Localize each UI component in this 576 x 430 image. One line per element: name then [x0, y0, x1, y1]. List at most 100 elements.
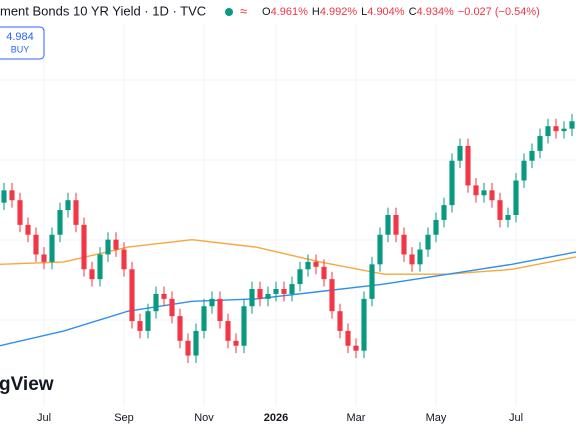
- candle-body: [361, 298, 367, 351]
- candle-body: [25, 224, 31, 235]
- ohlc-header: O 4.961% H 4.992% L 4.904% C 4.934% −0.027 (−0.5…: [262, 6, 540, 18]
- candle-body: [177, 316, 183, 341]
- candle-body: [209, 298, 215, 307]
- ohlc-key: O: [262, 6, 271, 18]
- candle-body: [169, 298, 175, 317]
- candle-body: [57, 210, 63, 235]
- x-tick-label: Jul: [509, 412, 523, 424]
- candle-body: [497, 200, 503, 220]
- grid: [0, 25, 576, 405]
- candle-body: [473, 185, 479, 196]
- ohlc-key: C: [409, 6, 417, 18]
- candle-body: [417, 249, 423, 265]
- ohlc-value: 4.934%: [417, 6, 455, 18]
- candle-body: [193, 330, 199, 356]
- candle-body: [41, 254, 47, 262]
- candle-body: [337, 311, 343, 331]
- candle-body: [49, 234, 55, 262]
- candle-body: [137, 321, 143, 331]
- candle-body: [353, 345, 359, 351]
- candle-body: [233, 340, 239, 346]
- candle-body: [329, 279, 335, 312]
- candle-body: [249, 289, 255, 307]
- candle-body: [289, 284, 295, 294]
- buy-button[interactable]: [0, 26, 45, 60]
- candle-body: [465, 145, 471, 186]
- candle-body: [265, 293, 271, 299]
- ohlc-value: 4.961%: [271, 6, 309, 18]
- candle-body: [225, 321, 231, 341]
- indicator-icon: ≈: [240, 3, 247, 18]
- candle-body: [105, 239, 111, 255]
- candle-body: [433, 219, 439, 235]
- candle-body: [505, 215, 511, 220]
- candle-body: [241, 306, 247, 346]
- candle-body: [305, 261, 311, 270]
- candle-body: [145, 311, 151, 331]
- candle-body: [545, 126, 551, 137]
- buy-price[interactable]: 4.984: [6, 31, 34, 43]
- candle-body: [385, 215, 391, 235]
- candle-body: [537, 136, 543, 151]
- candle-body: [489, 190, 495, 201]
- candle-body: [73, 200, 79, 225]
- candle-body: [401, 234, 407, 255]
- candle-body: [273, 289, 279, 294]
- candle-body: [129, 269, 135, 322]
- moving-average: [0, 251, 576, 347]
- x-tick-label: 2026: [264, 412, 288, 424]
- moving-average: [0, 238, 576, 275]
- ohlc-key: L: [361, 6, 367, 18]
- candle-body: [113, 239, 119, 250]
- candle-body: [17, 200, 23, 225]
- candle-body: [201, 306, 207, 331]
- candle-body: [297, 269, 303, 285]
- candle-body: [161, 293, 167, 299]
- candle-body: [281, 289, 287, 294]
- candle-body: [561, 128, 567, 132]
- logo: gView: [0, 374, 54, 395]
- market-open-dot: [225, 8, 233, 16]
- candle-body: [409, 254, 415, 265]
- change: −0.027 (−0.54%): [458, 6, 540, 18]
- candle-body: [217, 298, 223, 322]
- candle-body: [153, 293, 159, 312]
- x-tick-label: May: [426, 412, 447, 424]
- candle-body: [257, 289, 263, 299]
- candle-body: [345, 330, 351, 346]
- candle-body: [89, 269, 95, 280]
- candle-body: [569, 121, 575, 129]
- ohlc-key: H: [312, 6, 320, 18]
- candle-body: [313, 261, 319, 267]
- x-tick-label: Nov: [194, 412, 214, 424]
- candle-body: [33, 234, 39, 255]
- plot: [0, 113, 576, 363]
- ohlc-value: 4.904%: [367, 6, 405, 18]
- candle-body: [321, 266, 327, 280]
- candle-body: [521, 160, 527, 181]
- candle-body: [425, 234, 431, 250]
- candle-body: [393, 215, 399, 235]
- candle-body: [441, 205, 447, 220]
- x-tick-label: Jul: [37, 412, 51, 424]
- candle-body: [457, 145, 463, 161]
- candle-body: [513, 180, 519, 215]
- x-tick-label: Sep: [114, 412, 134, 424]
- candle-body: [553, 126, 559, 132]
- candle-body: [97, 254, 103, 280]
- candle-body: [449, 160, 455, 206]
- buy-label[interactable]: BUY: [11, 44, 30, 54]
- chart-title: ment Bonds 10 YR Yield · 1D · TVC: [0, 3, 206, 18]
- candle-body: [529, 150, 535, 161]
- candle-body: [1, 190, 7, 203]
- ohlc-value: 4.992%: [320, 6, 358, 18]
- x-axis: Jul Sep Nov 2026 Mar May Jul: [37, 412, 523, 424]
- candle-body: [481, 190, 487, 196]
- candle-body: [65, 200, 71, 211]
- candle-body: [369, 264, 375, 299]
- candle-body: [121, 249, 127, 270]
- candle-body: [185, 340, 191, 356]
- candle-body: [377, 234, 383, 265]
